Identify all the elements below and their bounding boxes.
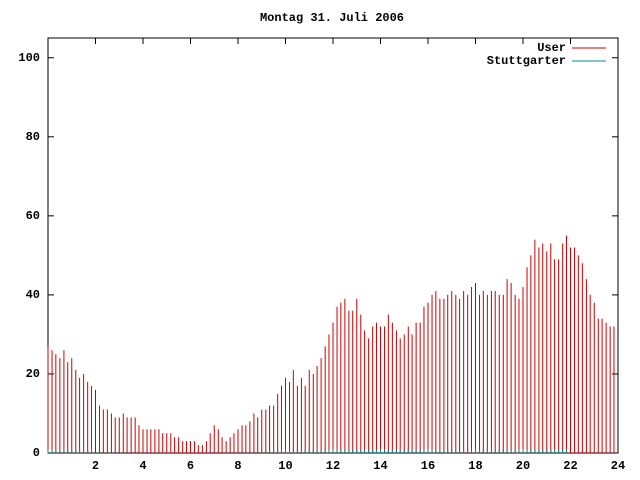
x-tick-label: 16 (421, 459, 435, 473)
x-tick-label: 8 (234, 459, 241, 473)
x-tick-label: 20 (516, 459, 530, 473)
x-tick-label: 22 (563, 459, 577, 473)
x-tick-label: 10 (278, 459, 292, 473)
x-tick-label: 2 (92, 459, 99, 473)
y-tick-label: 100 (18, 51, 40, 65)
x-tick-label: 6 (187, 459, 194, 473)
y-tick-label: 0 (33, 446, 40, 460)
x-tick-label: 18 (468, 459, 482, 473)
x-tick-label: 14 (373, 459, 387, 473)
legend-label: Stuttgarter (487, 54, 566, 68)
x-tick-label: 12 (326, 459, 340, 473)
y-tick-label: 80 (26, 130, 40, 144)
y-tick-label: 20 (26, 367, 40, 381)
x-tick-label: 4 (139, 459, 146, 473)
y-tick-label: 40 (26, 288, 40, 302)
chart-title: Montag 31. Juli 2006 (260, 11, 404, 25)
legend-label: User (537, 41, 566, 55)
y-tick-label: 60 (26, 209, 40, 223)
x-tick-label: 24 (611, 459, 625, 473)
